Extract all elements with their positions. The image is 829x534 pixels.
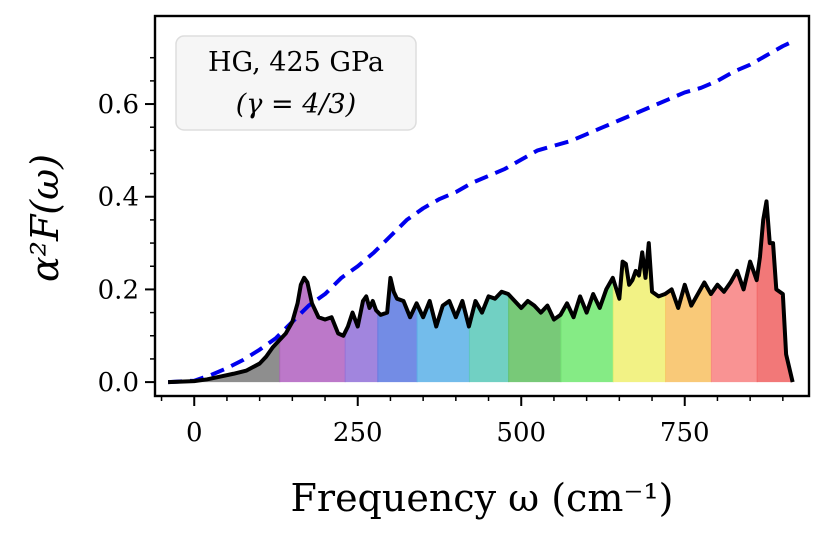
x-tick-label: 0 [186,418,203,448]
plot-frame [153,14,811,398]
x-tick-label: 250 [333,418,383,448]
annotation-background [175,35,417,131]
spectral-band-10 [710,201,758,383]
y-tick-label: 0.2 [98,275,139,305]
axis-ticks: 0 250 500 750 0.0 0.2 0.4 0.6 [98,56,784,448]
spectral-band-8 [612,201,667,383]
spectral-band-9 [665,201,712,383]
x-axis-label: Frequency ω (cm⁻¹) [291,476,674,520]
annotation-line-2: (γ = 4/3) [236,89,356,120]
spectral-band-7 [560,201,614,383]
annotation-box: HG, 425 GPa (γ = 4/3) [175,35,417,131]
x-tick-label: 750 [660,418,710,448]
series-lines [167,39,795,385]
y-tick-label: 0.6 [98,90,139,120]
y-tick-label: 0.4 [98,183,139,213]
y-axis-label: α²F(ω) [23,154,67,282]
spectral-band-5 [468,201,510,383]
spectral-function-line [168,199,795,385]
annotation-line-1: HG, 425 GPa [208,47,384,78]
spectral-band-6 [508,201,562,383]
x-tick-label: 500 [496,418,546,448]
y-tick-label: 0.0 [98,368,139,398]
